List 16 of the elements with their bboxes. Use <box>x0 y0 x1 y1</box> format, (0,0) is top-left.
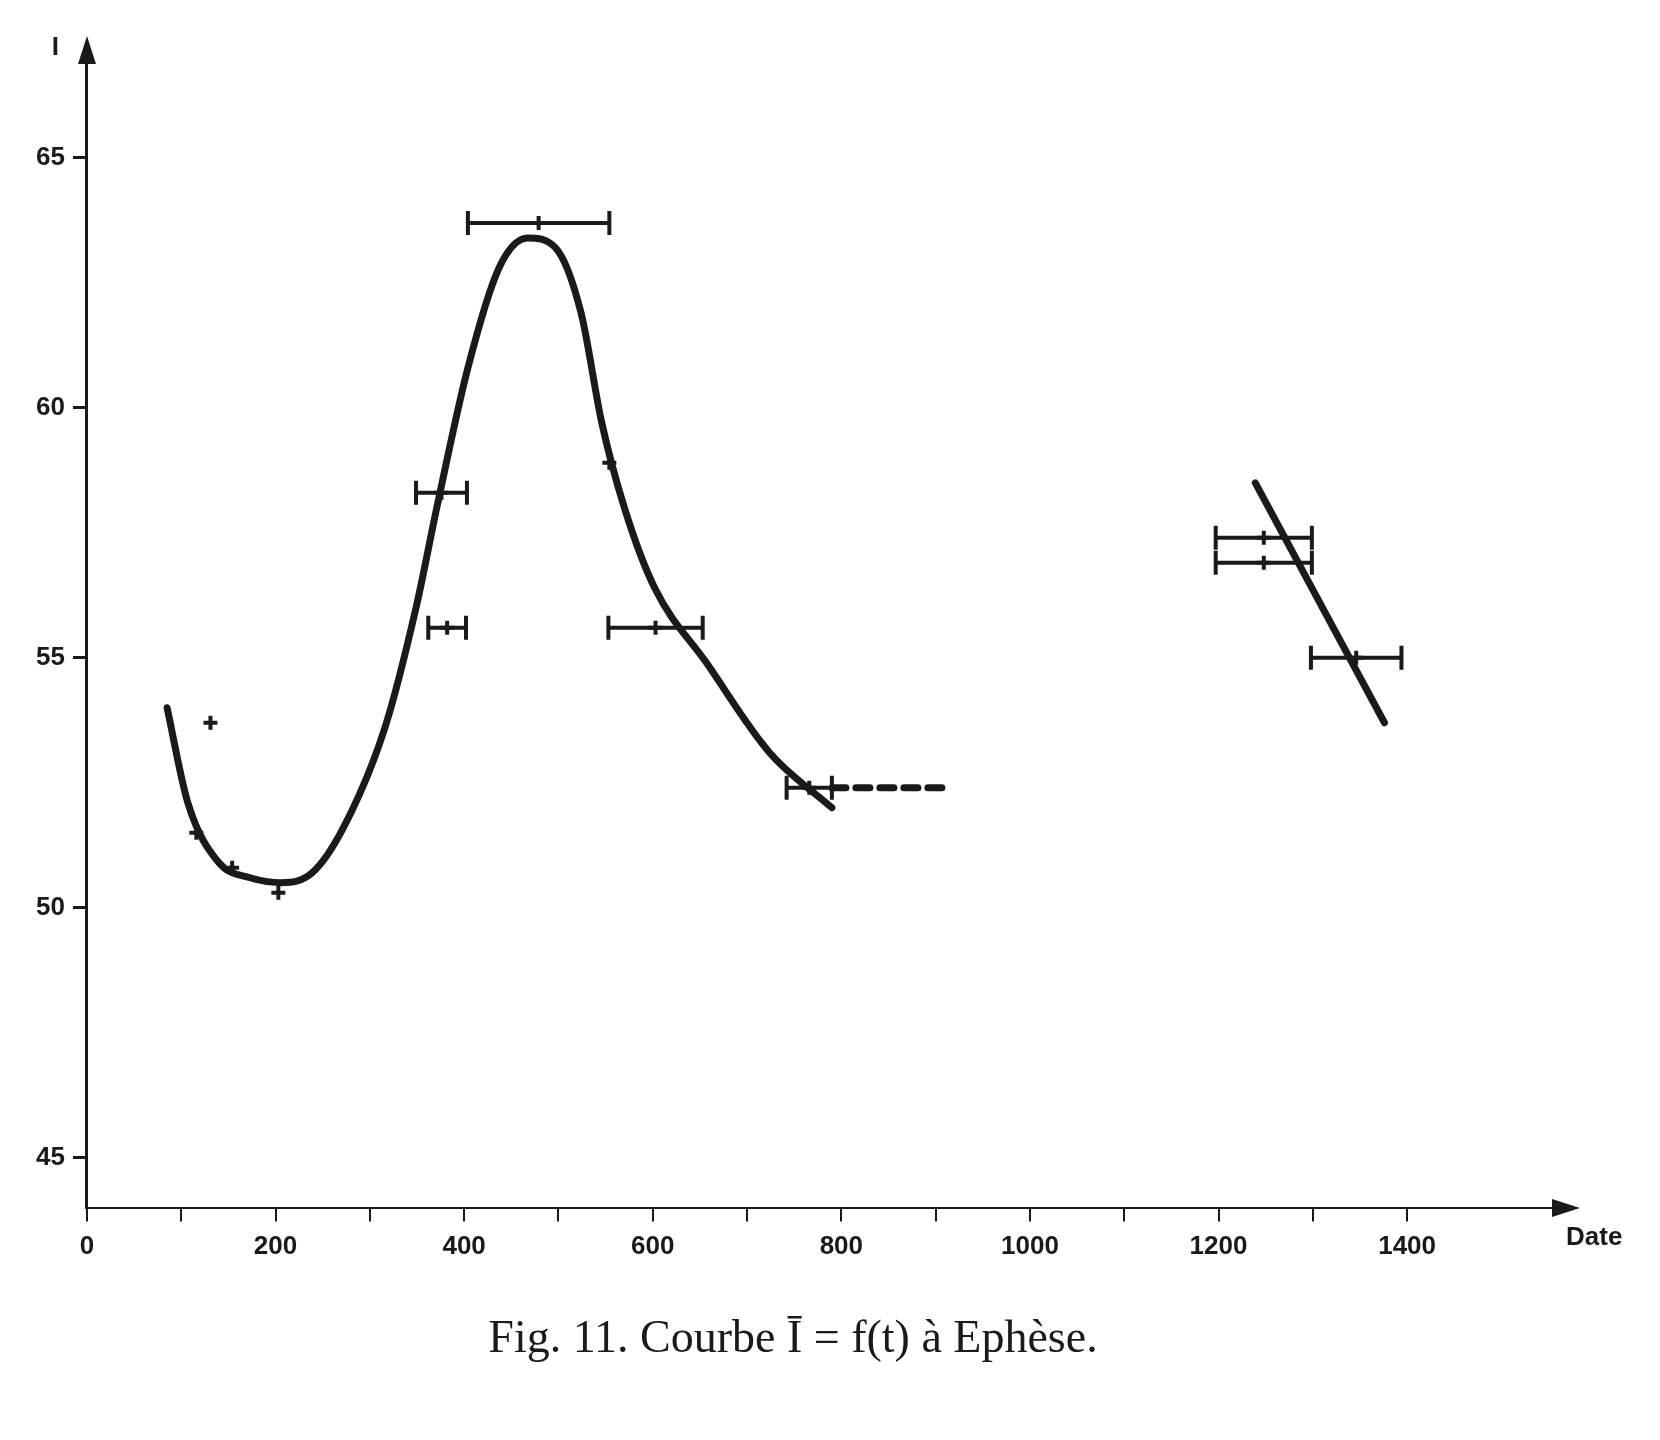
y-tick-label: 45 <box>36 1140 65 1171</box>
y-tick-label: 65 <box>36 141 65 172</box>
x-tick-label: 1000 <box>1001 1230 1059 1261</box>
x-tick-label: 0 <box>79 1230 95 1261</box>
x-tick-label: 400 <box>442 1230 486 1261</box>
y-tick-label: 55 <box>36 640 65 671</box>
y-tick-label: 50 <box>36 890 65 921</box>
x-tick-label: 600 <box>631 1230 675 1261</box>
x-tick-label: 1400 <box>1378 1230 1437 1261</box>
y-tick-label: 60 <box>36 391 65 422</box>
x-tick-label: 200 <box>253 1230 298 1261</box>
x-axis-title: Date <box>1566 1220 1623 1251</box>
x-tick-label: 1200 <box>1189 1230 1248 1261</box>
y-axis-title: I <box>51 31 59 62</box>
x-tick-label: 800 <box>819 1230 864 1261</box>
text: Fig. 11. Courbe Ī = f(t) à Ephèse. <box>488 1311 1098 1363</box>
